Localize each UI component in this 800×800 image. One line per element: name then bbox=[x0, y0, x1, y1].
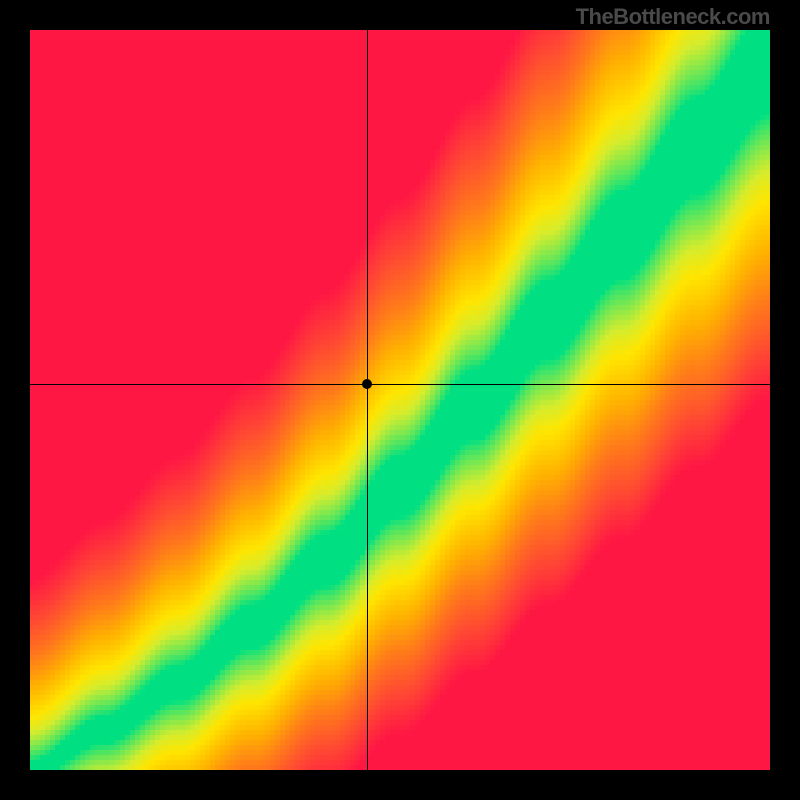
chart-container: TheBottleneck.com bbox=[0, 0, 800, 800]
heatmap-canvas bbox=[30, 30, 770, 770]
watermark-text: TheBottleneck.com bbox=[576, 4, 770, 30]
crosshair-vertical bbox=[367, 30, 368, 770]
data-point-marker bbox=[362, 379, 372, 389]
plot-area bbox=[30, 30, 770, 770]
crosshair-horizontal bbox=[30, 384, 770, 385]
